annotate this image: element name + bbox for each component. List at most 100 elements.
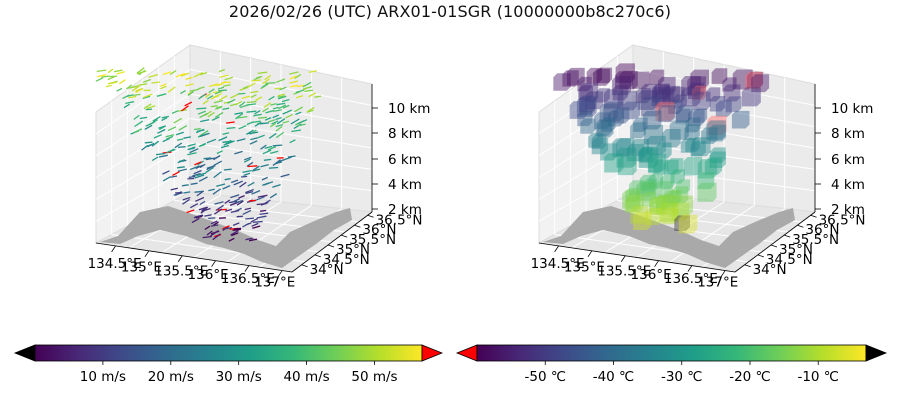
wind-vector (217, 86, 225, 90)
temperature-voxel (631, 138, 649, 157)
wind-vector (270, 102, 277, 106)
temperature-voxel (588, 132, 604, 148)
x-tick (620, 255, 626, 262)
wind-vector (275, 131, 285, 139)
wind-vector (153, 134, 162, 139)
wind-vector (151, 140, 160, 147)
temperature-voxel (595, 88, 610, 103)
colorbar-extend-high (421, 344, 444, 362)
grid-line (538, 118, 634, 178)
wind-vector (109, 75, 118, 78)
wind-vector (262, 149, 272, 155)
y-tick (744, 264, 751, 268)
colorbar-tick-label: 50 m/s (351, 369, 397, 385)
wind-vector (128, 95, 137, 99)
wind-vector (246, 103, 256, 106)
colorbar-tick-label: 10 m/s (80, 369, 126, 385)
temperature-voxel (649, 196, 666, 213)
temperature-voxel (731, 110, 750, 129)
grid-line (189, 167, 373, 192)
temperature-voxel (669, 120, 689, 140)
temperature-voxel (662, 85, 680, 104)
wind-vector (125, 101, 135, 105)
wind-vector (136, 67, 145, 74)
wind-vector (198, 176, 208, 182)
wind-vector (265, 82, 276, 85)
temperature-voxel (684, 124, 700, 140)
grid-line (538, 142, 634, 200)
temperature-voxel (732, 69, 753, 90)
temperature-voxel (653, 83, 670, 100)
temperature-voxel (577, 110, 593, 127)
wind-vector (233, 180, 243, 186)
wind-vector (219, 74, 229, 78)
wind-vector (247, 181, 255, 187)
wind-vector (263, 102, 272, 109)
wind-vector (275, 116, 282, 121)
temperature-voxel (653, 159, 669, 175)
wind-vector (235, 112, 244, 120)
wind-vector (251, 222, 259, 227)
y-tick (367, 214, 374, 218)
temperature-voxel (711, 68, 728, 84)
wind-vector (246, 100, 257, 104)
wind-vector (134, 120, 144, 128)
wind-vector (267, 119, 276, 123)
temperature-voxel (630, 122, 646, 139)
wind-vector (210, 220, 218, 225)
wind-vector (230, 232, 239, 237)
wind-vector (232, 228, 241, 231)
wind-vector (289, 75, 297, 80)
wind-vector (259, 122, 269, 125)
wind-vector (262, 107, 269, 113)
temperature-voxel (690, 141, 706, 157)
wind-vector (204, 92, 212, 99)
wind-vector (133, 93, 141, 97)
wind-vector (171, 110, 179, 114)
wind-vector (175, 191, 182, 194)
y-tick-label: 36°N (805, 222, 839, 238)
wind-vector (210, 224, 219, 227)
wind-vector (249, 140, 258, 145)
wind-vector (178, 125, 188, 131)
wind-vector (282, 109, 292, 115)
temperature-voxel (725, 96, 742, 113)
wind-vector (151, 156, 159, 162)
y-axis-line (291, 211, 373, 273)
temperature-voxel (594, 112, 611, 130)
y-axis-line (734, 211, 816, 273)
x-tick-label: 135°E (121, 260, 162, 276)
wind-vector (197, 110, 206, 115)
temperature-voxel (649, 69, 665, 85)
temperature-voxel (651, 84, 670, 103)
wind-vector (213, 154, 221, 161)
grid-line (95, 142, 191, 200)
wind-vector (220, 144, 229, 149)
x-tick (244, 265, 250, 272)
wind-vector (213, 83, 223, 87)
temperature-voxel (704, 157, 722, 175)
wind-vector (230, 179, 239, 184)
wind-vector (251, 168, 261, 172)
temperature-voxel (655, 101, 675, 121)
temperature-voxel (646, 135, 666, 155)
colorbar-tick-label: -30 ℃ (661, 369, 703, 385)
wind-vector (206, 164, 216, 171)
wind-vector (166, 148, 175, 154)
wind-vector (230, 209, 240, 214)
temperature-voxel (660, 195, 676, 210)
temperature-voxel (688, 109, 705, 126)
temperature-voxel (662, 128, 681, 148)
wind-vector (210, 105, 218, 108)
colorbar-tick-label: 20 m/s (148, 369, 194, 385)
temperature-voxel (615, 63, 636, 83)
wind-vector (230, 229, 239, 236)
wind-vector (272, 183, 281, 188)
temperature-voxel (617, 90, 638, 111)
x-tick-label: 135.5°E (597, 263, 651, 279)
grid-line (632, 118, 816, 149)
temperature-voxel (667, 190, 683, 205)
wind-vector (193, 128, 201, 131)
temperature-voxel (600, 117, 616, 132)
wind-vector (304, 89, 314, 93)
